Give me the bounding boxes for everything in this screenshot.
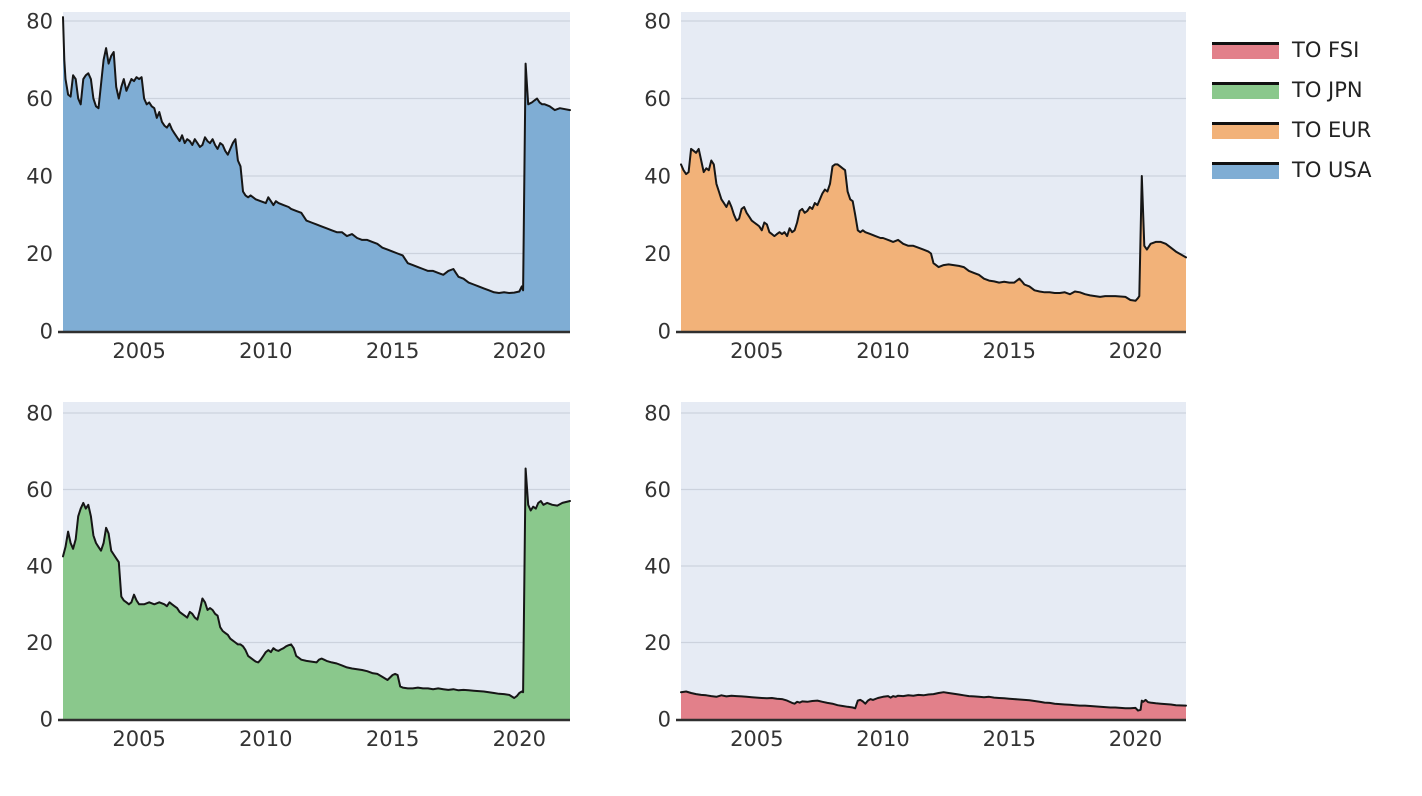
- y-tick-label: 60: [26, 87, 53, 111]
- legend-label: TO USA: [1292, 158, 1372, 182]
- series-line: [62, 467, 571, 699]
- x-tick-label: 2020: [493, 727, 546, 751]
- x-tick-label: 2020: [1109, 727, 1162, 751]
- x-tick-label: 2005: [730, 727, 783, 751]
- chart-to-usa: 0 20 40 60 80 2005 2010 2015 2020: [0, 0, 600, 378]
- x-tick-label: 2010: [856, 339, 909, 363]
- series-line: [62, 16, 571, 294]
- to-usa-area-svg: 0 20 40 60 80 2005 2010 2015 2020: [26, 10, 571, 363]
- x-tick-label: 2005: [730, 339, 783, 363]
- legend-label: TO JPN: [1292, 78, 1363, 102]
- y-tick-label: 40: [26, 555, 53, 579]
- y-tick-label: 60: [644, 87, 671, 111]
- y-tick-label: 80: [26, 10, 53, 34]
- x-tick-label: 2015: [366, 727, 419, 751]
- y-tick-label: 0: [658, 708, 671, 732]
- x-tick-label: 2010: [856, 727, 909, 751]
- legend-label: TO FSI: [1292, 38, 1360, 62]
- legend-label: TO EUR: [1292, 118, 1372, 142]
- legend-swatch: [1212, 121, 1279, 139]
- y-tick-label: 20: [26, 242, 53, 266]
- area-fill: [681, 148, 1186, 331]
- x-tick-label: 2010: [239, 727, 292, 751]
- to-eur-area-svg: 0 20 40 60 80 2005 2010 2015 2020: [644, 10, 1187, 363]
- y-tick-label: 60: [644, 478, 671, 502]
- x-tick-label: 2015: [366, 339, 419, 363]
- y-tick-label: 80: [644, 402, 671, 426]
- x-tick-label: 2015: [983, 727, 1036, 751]
- legend-item-to-eur: TO EUR: [1212, 110, 1372, 150]
- x-tick-label: 2020: [1109, 339, 1162, 363]
- x-tick-label: 2020: [493, 339, 546, 363]
- chart-to-fsi: 0 20 40 60 80 2005 2010 2015 2020: [618, 390, 1200, 762]
- legend-item-to-fsi: TO FSI: [1212, 30, 1372, 70]
- area-fill: [681, 691, 1186, 719]
- x-tick-label: 2015: [983, 339, 1036, 363]
- y-tick-label: 40: [644, 165, 671, 189]
- chart-to-jpn: 0 20 40 60 80 2005 2010 2015 2020: [0, 390, 600, 762]
- legend-swatch: [1212, 81, 1279, 99]
- y-tick-label: 0: [40, 708, 53, 732]
- y-tick-label: 80: [26, 402, 53, 426]
- y-tick-label: 40: [26, 165, 53, 189]
- x-tick-label: 2005: [112, 339, 165, 363]
- y-tick-label: 20: [644, 631, 671, 655]
- series-line: [680, 147, 1187, 302]
- x-tick-label: 2010: [239, 339, 292, 363]
- y-tick-label: 0: [40, 320, 53, 344]
- y-tick-label: 0: [658, 320, 671, 344]
- to-fsi-area-svg: 0 20 40 60 80 2005 2010 2015 2020: [644, 402, 1187, 751]
- to-jpn-area-svg: 0 20 40 60 80 2005 2010 2015 2020: [26, 402, 571, 751]
- legend-item-to-jpn: TO JPN: [1212, 70, 1372, 110]
- chart-to-eur: 0 20 40 60 80 2005 2010 2015 2020: [618, 0, 1200, 378]
- y-tick-label: 60: [26, 478, 53, 502]
- y-tick-label: 20: [26, 631, 53, 655]
- y-tick-label: 20: [644, 242, 671, 266]
- area-fill: [63, 17, 570, 331]
- x-tick-label: 2005: [112, 727, 165, 751]
- legend: TO FSI TO JPN TO EUR TO USA: [1212, 30, 1372, 190]
- y-tick-label: 40: [644, 555, 671, 579]
- y-tick-label: 80: [644, 10, 671, 34]
- legend-swatch: [1212, 41, 1279, 59]
- plot-background: [681, 402, 1186, 719]
- legend-swatch: [1212, 161, 1279, 179]
- legend-item-to-usa: TO USA: [1212, 150, 1372, 190]
- series-line: [680, 690, 1187, 712]
- area-fill: [63, 468, 570, 719]
